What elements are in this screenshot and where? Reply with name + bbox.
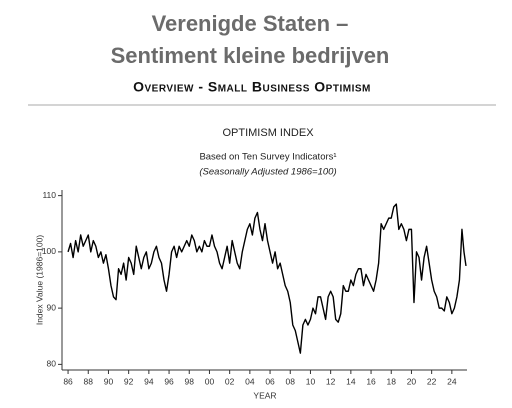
y-tick-label: 100 [42,246,56,256]
y-tick-label: 90 [47,302,57,312]
x-tick-label: 88 [84,376,94,386]
x-tick-label: 92 [124,376,134,386]
x-tick-label: 18 [387,376,397,386]
x-tick-label: 10 [306,376,316,386]
x-tick-label: 14 [346,376,356,386]
x-tick-label: 90 [104,376,114,386]
x-tick-label: 24 [447,376,457,386]
slide-title: Sentiment kleine bedrijven [111,43,390,68]
y-axis-label: Index Value (1986=100) [34,235,44,326]
chart-subtitle: Based on Ten Survey Indicators¹ [199,152,336,163]
slide-subtitle: Overview - Small Business Optimism [133,79,371,95]
x-tick-label: 20 [407,376,417,386]
slide-title: Verenigde Staten – [152,11,349,36]
x-tick-label: 22 [427,376,437,386]
x-tick-label: 94 [144,376,154,386]
x-tick-label: 08 [286,376,296,386]
x-tick-label: 06 [265,376,275,386]
chart-note: (Seasonally Adjusted 1986=100) [199,167,336,178]
x-tick-label: 98 [185,376,195,386]
x-tick-label: 16 [366,376,376,386]
y-tick-label: 110 [42,190,56,200]
chart-title: OPTIMISM INDEX [222,127,314,139]
x-tick-label: 86 [63,376,73,386]
y-tick-label: 80 [47,359,57,369]
x-tick-label: 04 [245,376,255,386]
x-axis-label: YEAR [253,390,276,400]
x-tick-label: 96 [164,376,174,386]
x-tick-label: 12 [326,376,336,386]
index-line [67,203,467,354]
x-tick-label: 02 [225,376,235,386]
x-tick-label: 00 [205,376,215,386]
